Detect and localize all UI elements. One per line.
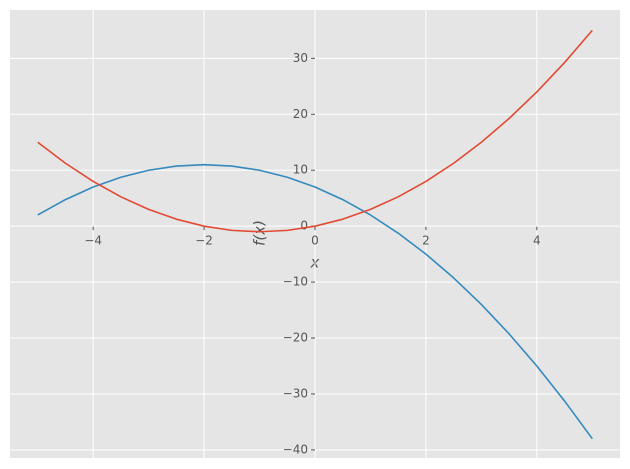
y-tick-label: 10 [293, 163, 308, 177]
x-tick-label: 2 [422, 234, 430, 248]
x-tick-label: −4 [84, 234, 102, 248]
y-tick-label: 0 [300, 219, 308, 233]
y-tick-label: −10 [283, 275, 308, 289]
y-tick-label: −20 [283, 331, 308, 345]
x-tick-label: −2 [195, 234, 213, 248]
y-axis-label: f(x) [251, 220, 269, 246]
x-tick-label: 4 [533, 234, 541, 248]
line-series [37, 163, 593, 440]
line-series [37, 29, 593, 233]
y-tick-label: −40 [283, 442, 308, 456]
y-tick-label: 30 [293, 51, 308, 65]
x-tick-label: 0 [311, 234, 319, 248]
y-tick-label: 20 [293, 107, 308, 121]
y-tick-label: −30 [283, 386, 308, 400]
